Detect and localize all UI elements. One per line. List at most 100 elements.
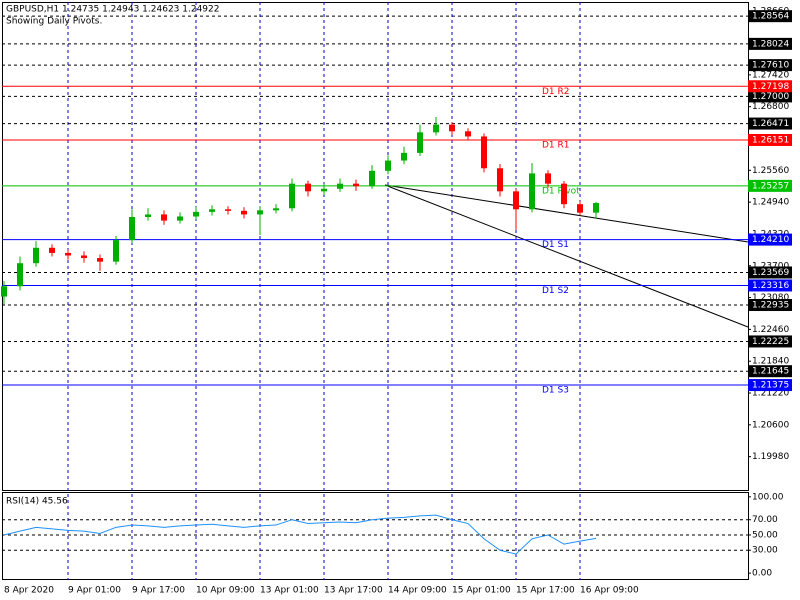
pivot-box — [748, 279, 792, 292]
x-tick-label: 8 Apr 2020 — [4, 586, 54, 596]
level-label: 1.27000 — [752, 92, 789, 102]
x-tick-label: 10 Apr 09:00 — [196, 586, 255, 596]
x-tick-label: 13 Apr 01:00 — [260, 586, 319, 596]
x-tick-label: 9 Apr 17:00 — [132, 586, 185, 596]
y-tick-label: 1.27420 — [752, 70, 789, 80]
y-tick-label: 70.00 — [752, 515, 778, 525]
candle-body — [81, 255, 87, 259]
pivot-label: 1.23316 — [752, 281, 789, 291]
pivot-name: D1 R2 — [542, 87, 570, 97]
pivot-box — [748, 133, 792, 146]
rsi-title: RSI(14) 45.56 — [6, 497, 68, 507]
pivot-name: D1 S1 — [542, 240, 569, 250]
pivot-box — [748, 179, 792, 192]
candle-body — [257, 210, 263, 215]
pivot-label: 1.21375 — [752, 381, 789, 391]
rsi-line — [3, 514, 597, 555]
y-tick-label: 1.21220 — [752, 389, 789, 399]
pivot-name: D1 R1 — [542, 140, 570, 150]
y-tick-label: 100.00 — [752, 492, 784, 502]
y-tick-label: 1.26800 — [752, 102, 789, 112]
candle-body — [369, 170, 375, 187]
x-tick-label: 15 Apr 01:00 — [452, 586, 511, 596]
y-tick-label: 1.20600 — [752, 420, 789, 430]
pivot-box — [748, 233, 792, 246]
candle-body — [321, 188, 327, 192]
level-box — [748, 365, 792, 378]
candle-body — [401, 152, 407, 161]
candle-body — [481, 136, 487, 169]
grid — [67, 2, 581, 580]
candle-body — [449, 124, 455, 132]
candle-body — [385, 160, 391, 171]
candle-body — [49, 247, 55, 253]
x-tick-label: 9 Apr 01:00 — [68, 586, 121, 596]
candle-body — [289, 183, 295, 209]
level-label: 1.26471 — [752, 119, 789, 129]
pivot-label: 1.26151 — [752, 135, 789, 145]
y-tick-label: 1.24940 — [752, 198, 789, 208]
candle-body — [545, 173, 551, 184]
candle-body — [145, 214, 151, 218]
pivot-name: D1 S3 — [542, 386, 569, 396]
candle-body — [113, 240, 119, 262]
pivot-label: 1.25257 — [752, 181, 789, 191]
level-label: 1.22935 — [752, 301, 789, 311]
level-box — [748, 266, 792, 279]
candle-body — [353, 183, 359, 187]
level-label: 1.28564 — [752, 12, 789, 22]
candle-body — [193, 211, 199, 217]
rsi-panel — [2, 492, 749, 580]
candle-body — [561, 183, 567, 205]
chart-header: GBPUSD,H1 1.24735 1.24943 1.24623 1.2492… — [6, 5, 219, 15]
level-box — [748, 299, 792, 312]
chart-subtitle: Showing Daily Pivots. — [6, 17, 102, 27]
y-tick-label: 50.00 — [752, 530, 778, 540]
level-box — [748, 90, 792, 103]
y-tick-label: 1.25560 — [752, 166, 789, 176]
pivot-label: 1.24210 — [752, 235, 789, 245]
level-label: 1.23569 — [752, 268, 789, 278]
y-tick-label: 1.23080 — [752, 293, 789, 303]
candle-body — [273, 208, 279, 211]
candle-body — [305, 183, 311, 192]
x-tick-label: 15 Apr 17:00 — [516, 586, 575, 596]
y-tick-label: 1.22460 — [752, 325, 789, 335]
channel-line — [384, 184, 749, 243]
level-label: 1.28024 — [752, 39, 789, 49]
candle-body — [593, 203, 599, 213]
level-label: 1.27610 — [752, 61, 789, 71]
y-tick-label: 1.23700 — [752, 261, 789, 271]
candle-body — [225, 209, 231, 211]
candle-body — [465, 131, 471, 137]
candle-body — [177, 216, 183, 221]
candle-body — [337, 183, 343, 189]
candle-body — [497, 168, 503, 192]
level-box — [748, 10, 792, 23]
y-tick-label: 0.00 — [752, 569, 772, 579]
y-tick-label: 1.19980 — [752, 452, 789, 462]
candle-body — [433, 124, 439, 133]
pivot-name: D1 S2 — [542, 286, 569, 296]
x-tick-label: 16 Apr 09:00 — [580, 586, 639, 596]
x-tick-label: 14 Apr 09:00 — [388, 586, 447, 596]
level-box — [748, 335, 792, 348]
level-label: 1.21645 — [752, 367, 789, 377]
candle-body — [97, 258, 103, 262]
candle-body — [17, 263, 23, 287]
candle-body — [129, 217, 135, 241]
candle-body — [161, 214, 167, 221]
candle-body — [577, 204, 583, 213]
x-tick-label: 13 Apr 17:00 — [324, 586, 383, 596]
price-panel — [2, 2, 749, 491]
candle-body — [33, 247, 39, 264]
pivot-box — [748, 379, 792, 392]
candle-body — [513, 191, 519, 210]
level-box — [748, 59, 792, 72]
candle-body — [1, 286, 7, 297]
candle-body — [529, 173, 535, 210]
pivot-box — [748, 80, 792, 93]
candle-body — [209, 209, 215, 212]
channel-line — [384, 184, 749, 328]
